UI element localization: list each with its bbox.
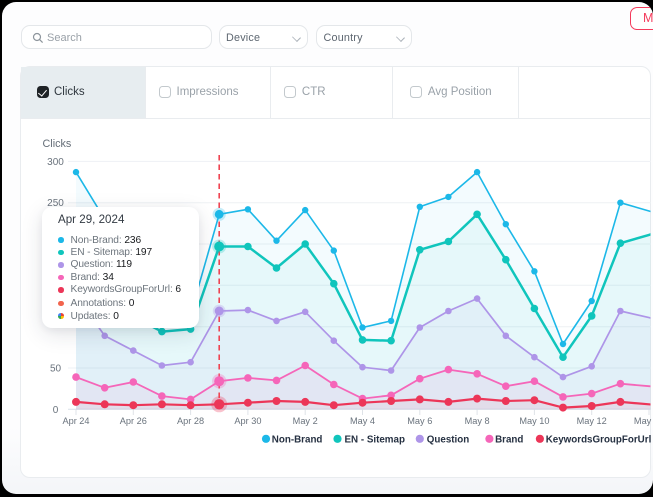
svg-text:Brand: Brand <box>495 435 523 446</box>
svg-text:Apr 28: Apr 28 <box>177 416 204 426</box>
svg-text:May 2: May 2 <box>293 416 318 426</box>
svg-text:May 6: May 6 <box>407 416 432 426</box>
svg-text:KeywordsGroupForUrl: KeywordsGroupForUrl <box>546 435 652 446</box>
svg-text:EN - Sitemap: EN - Sitemap <box>345 435 405 446</box>
svg-text:May 10: May 10 <box>519 416 549 426</box>
svg-text:May 4: May 4 <box>350 416 375 426</box>
svg-text:0: 0 <box>53 405 59 416</box>
svg-text:Apr 30: Apr 30 <box>234 416 261 426</box>
svg-text:Apr 24: Apr 24 <box>62 416 89 426</box>
svg-text:Question: Question <box>427 435 469 446</box>
svg-text:May 8: May 8 <box>465 416 490 426</box>
svg-text:May 14: May 14 <box>634 416 653 426</box>
svg-text:Non-Brand: Non-Brand <box>272 435 323 446</box>
svg-text:50: 50 <box>50 364 62 375</box>
svg-text:250: 250 <box>47 198 64 209</box>
svg-text:May 12: May 12 <box>577 416 607 426</box>
svg-text:Apr 26: Apr 26 <box>120 416 147 426</box>
svg-text:300: 300 <box>47 157 64 168</box>
svg-text:Clicks: Clicks <box>43 138 72 150</box>
